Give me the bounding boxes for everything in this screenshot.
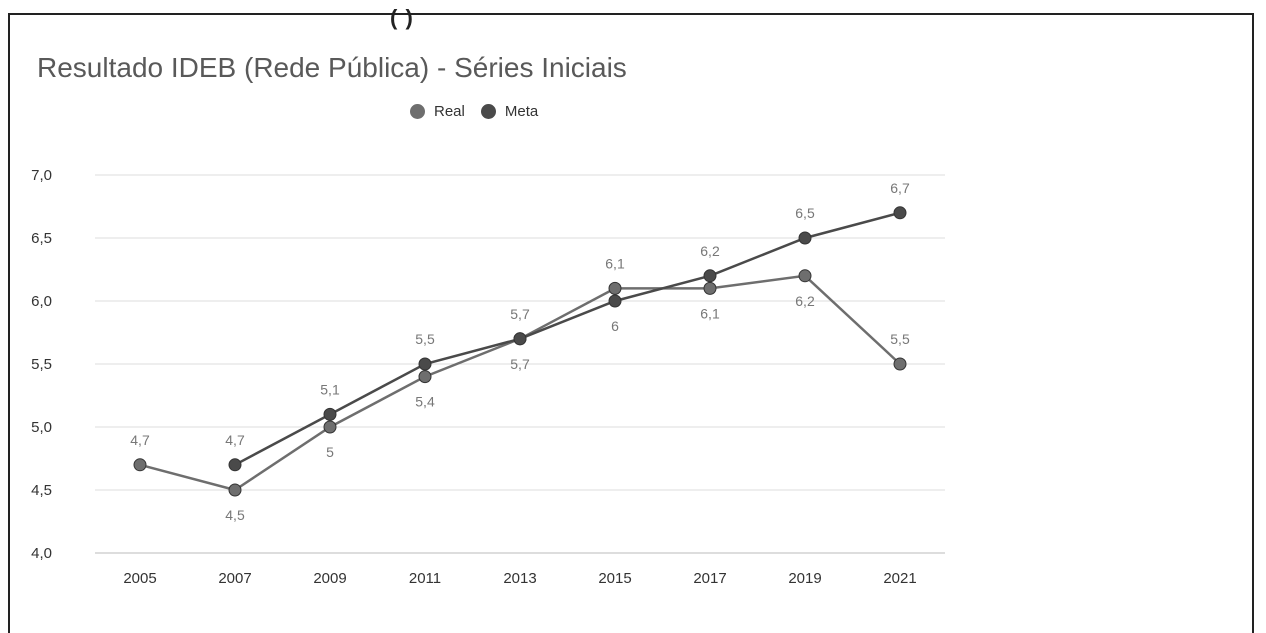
legend-item-real[interactable]: Real [410, 103, 465, 120]
legend-item-meta[interactable]: Meta [480, 103, 539, 120]
x-tick-label: 2011 [409, 570, 441, 587]
data-label-real: 5,5 [890, 331, 910, 347]
x-tick-label: 2021 [883, 570, 916, 587]
data-point-real [893, 357, 907, 371]
data-point-meta [513, 332, 527, 346]
y-tick-label: 5,0 [31, 419, 52, 436]
data-point-real [703, 281, 717, 295]
data-label-meta: 4,7 [225, 432, 245, 448]
x-tick-label: 2007 [218, 570, 251, 587]
data-point-meta [608, 294, 622, 308]
series-line-meta [234, 211, 901, 466]
data-label-real: 6,1 [605, 255, 625, 271]
legend-marker-meta [480, 104, 496, 119]
data-point-real [608, 281, 622, 295]
y-tick-label: 4,0 [31, 545, 52, 562]
x-tick-label: 2017 [693, 570, 726, 587]
x-tick-label: 2013 [503, 570, 536, 587]
data-point-meta [228, 458, 242, 472]
chart-frame: ( ) [8, 5, 1254, 633]
y-tick-label: 5,5 [31, 356, 52, 373]
data-label-meta: 6,5 [795, 205, 815, 221]
data-point-meta [703, 269, 717, 283]
y-tick-label: 6,5 [31, 230, 52, 247]
y-tick-label: 7,0 [31, 167, 52, 184]
data-point-meta [798, 231, 812, 245]
data-label-real: 6,2 [795, 293, 815, 309]
chart-legend: Real Meta [410, 103, 538, 120]
data-label-real: 5,4 [415, 394, 435, 410]
data-point-meta [893, 206, 907, 220]
chart-title: Resultado IDEB (Rede Pública) - Séries I… [37, 52, 627, 83]
data-label-real: 5 [326, 444, 334, 460]
data-label-real: 6,1 [700, 305, 720, 321]
x-tick-label: 2019 [788, 570, 821, 587]
data-label-meta: 6,2 [700, 243, 720, 259]
data-label-meta: 6,7 [890, 180, 910, 196]
data-label-meta: 5,7 [510, 306, 530, 322]
x-tick-label: 2009 [313, 570, 346, 587]
legend-label-real: Real [434, 103, 465, 120]
legend-label-meta: Meta [504, 103, 539, 120]
x-tick-label: 2015 [598, 570, 631, 587]
data-label-real: 5,7 [510, 356, 530, 372]
y-tick-label: 6,0 [31, 293, 52, 310]
data-label-real: 4,5 [225, 507, 245, 523]
data-point-meta [323, 407, 337, 421]
legend-marker-real [410, 104, 425, 119]
data-point-meta [418, 357, 432, 371]
data-label-real: 4,7 [130, 432, 150, 448]
data-label-meta: 6 [611, 318, 619, 334]
data-label-meta: 5,5 [415, 331, 435, 347]
data-point-real [228, 483, 242, 497]
data-point-real [798, 269, 812, 283]
x-tick-label: 2005 [123, 570, 156, 587]
data-point-real [133, 458, 147, 472]
y-tick-label: 4,5 [31, 482, 52, 499]
data-label-meta: 5,1 [320, 381, 340, 397]
data-point-real [323, 420, 337, 434]
data-point-real [418, 370, 432, 384]
cut-off-heading: ( ) [390, 5, 414, 30]
